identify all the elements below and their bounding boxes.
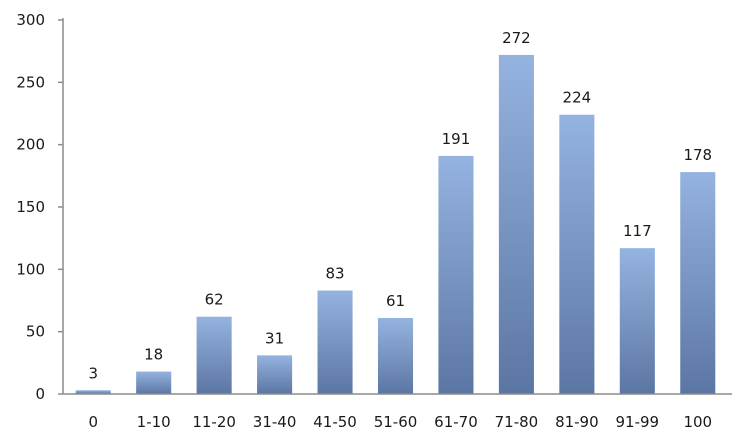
bar-61-70 <box>438 155 474 394</box>
data-label: 83 <box>325 265 344 283</box>
x-tick-label: 11-20 <box>192 413 236 431</box>
bar-1-10 <box>136 371 172 394</box>
x-tick-label: 1-10 <box>137 413 171 431</box>
data-label: 31 <box>265 329 284 347</box>
x-tick-label: 0 <box>88 413 98 431</box>
data-labels: 3 18 62 31 83 61 191 272 224 117 178 <box>88 29 712 382</box>
data-label: 117 <box>623 222 652 240</box>
x-tick-label: 31-40 <box>253 413 297 431</box>
bar-41-50 <box>317 290 353 394</box>
y-tick-label: 300 <box>16 11 45 29</box>
data-label: 18 <box>144 346 163 364</box>
x-tick-label: 81-90 <box>555 413 599 431</box>
data-label: 224 <box>563 89 592 107</box>
x-tick-label: 51-60 <box>374 413 418 431</box>
bar-71-80 <box>498 54 534 394</box>
bar-91-99 <box>619 248 655 394</box>
y-tick-label: 150 <box>16 198 45 216</box>
bar-100 <box>680 172 716 394</box>
data-label: 272 <box>502 29 531 47</box>
bar-81-90 <box>559 114 595 394</box>
data-label: 3 <box>88 364 98 382</box>
bar-11-20 <box>196 316 232 394</box>
y-tick-label: 50 <box>26 323 45 341</box>
bars <box>75 54 716 394</box>
x-tick-label: 91-99 <box>616 413 660 431</box>
x-tick-label: 71-80 <box>495 413 539 431</box>
y-tick-label: 200 <box>16 136 45 154</box>
bar-31-40 <box>257 355 293 394</box>
y-tick-label: 250 <box>16 73 45 91</box>
y-tick-label: 0 <box>35 385 45 403</box>
bar-51-60 <box>377 317 414 394</box>
bar-0 <box>75 390 111 394</box>
y-tick-label: 100 <box>16 260 45 278</box>
x-tick-label: 100 <box>683 413 712 431</box>
data-label: 178 <box>683 146 712 164</box>
y-axis: 0 50 100 150 200 250 300 <box>16 11 64 403</box>
data-label: 61 <box>386 292 405 310</box>
x-tick-label: 61-70 <box>434 413 478 431</box>
data-label: 191 <box>442 130 471 148</box>
data-label: 62 <box>205 291 224 309</box>
x-axis: 0 1-10 11-20 31-40 41-50 51-60 61-70 71-80 81-90… <box>63 393 732 431</box>
x-tick-label: 41-50 <box>313 413 357 431</box>
